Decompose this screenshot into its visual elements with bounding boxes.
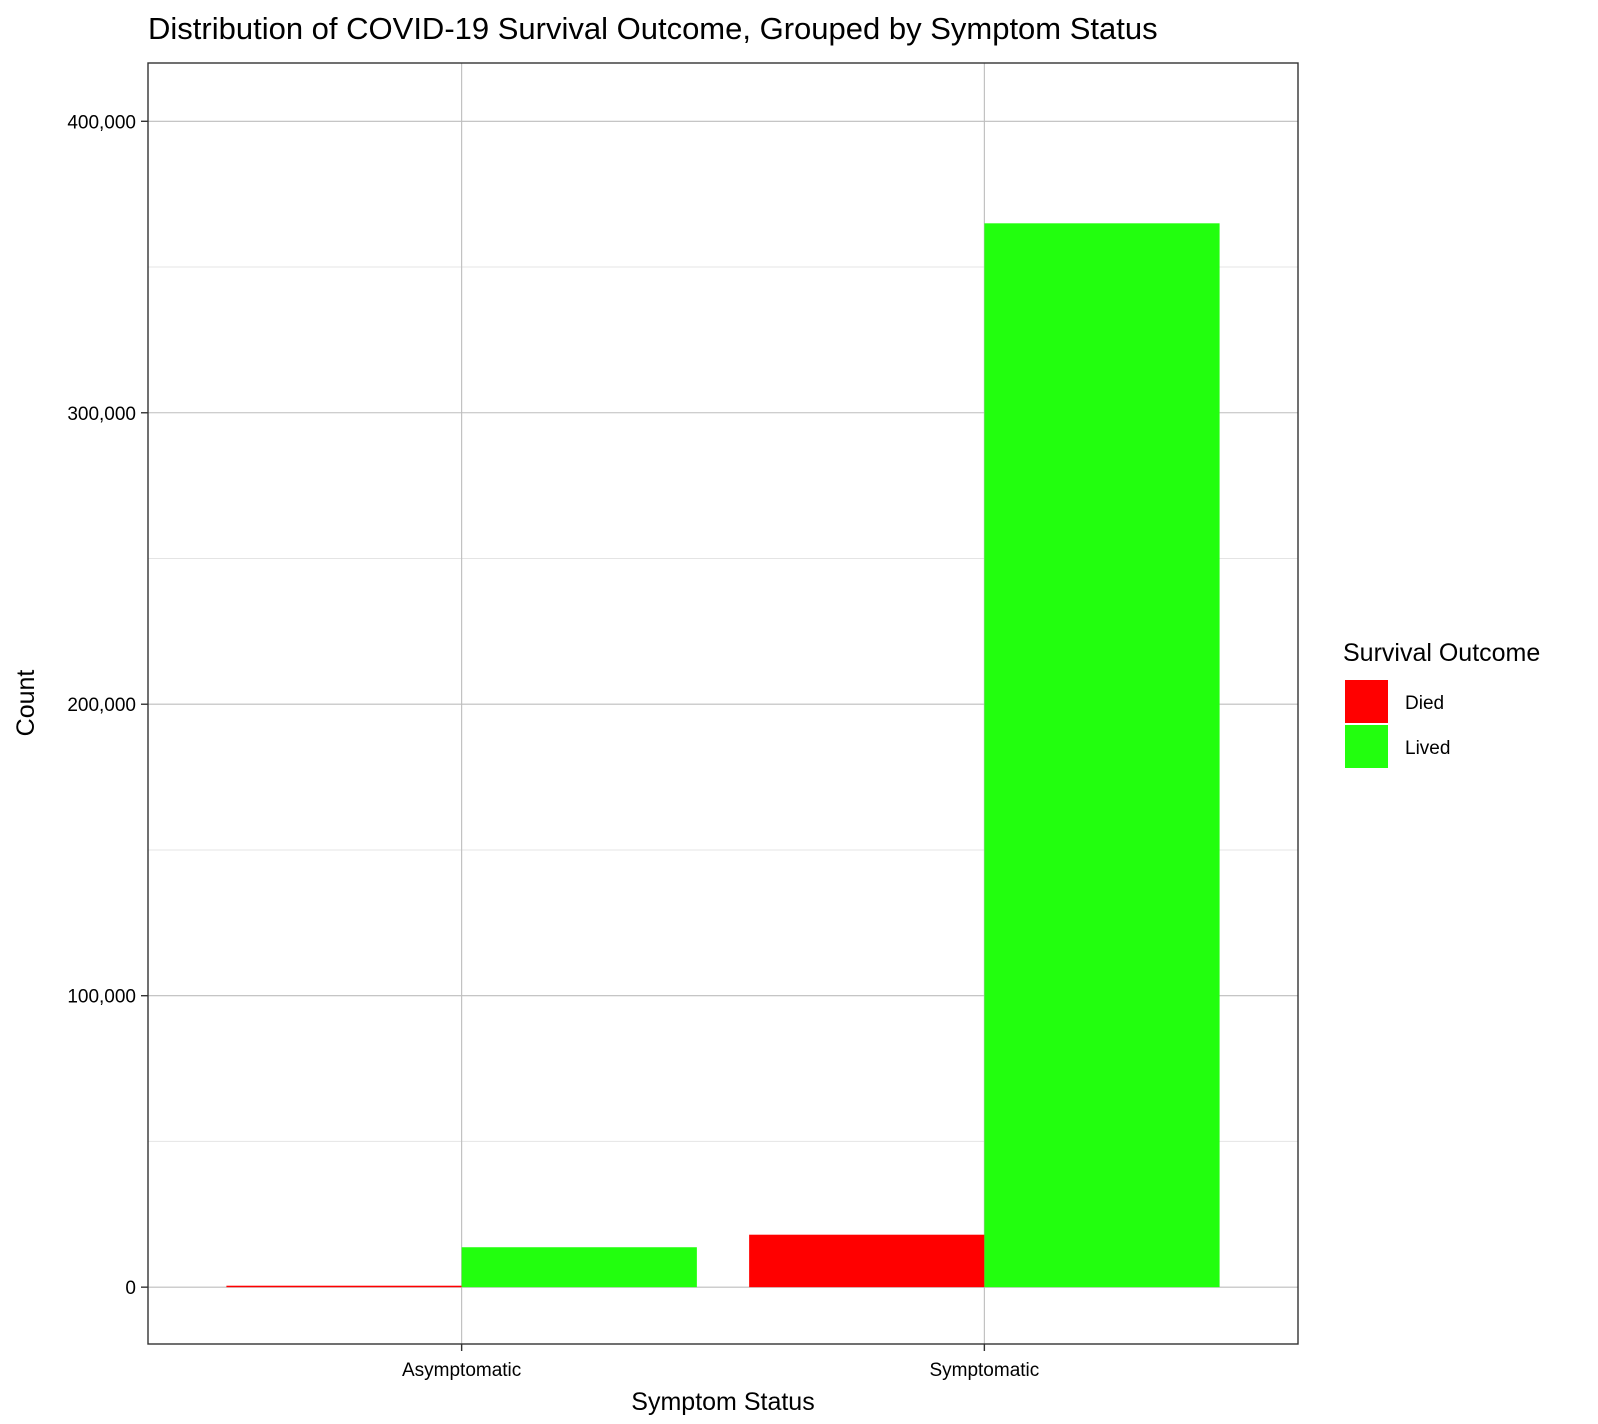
x-tick-label: Symptomatic	[929, 1360, 1039, 1381]
legend-key-died	[1345, 680, 1388, 723]
plot-panel-border	[147, 62, 1299, 1345]
legend-title: Survival Outcome	[1343, 639, 1540, 667]
y-tick-label: 200,000	[67, 695, 136, 716]
y-tick-label: 0	[125, 1278, 136, 1299]
bar-died-symptomatic	[749, 1234, 985, 1288]
bar-lived-asymptomatic	[461, 1247, 697, 1288]
chart-title: Distribution of COVID-19 Survival Outcom…	[148, 11, 1158, 46]
y-tick-label: 400,000	[67, 112, 136, 133]
bars	[226, 223, 1220, 1288]
bar-died-asymptomatic	[226, 1285, 462, 1288]
y-axis-title: Count	[12, 670, 40, 737]
legend-key-lived	[1345, 725, 1388, 768]
legend-label-lived: Lived	[1405, 738, 1450, 759]
y-tick-label: 300,000	[67, 404, 136, 425]
axes: 0 100,000 200,000 300,000 400,000 Asymptomati…	[67, 112, 1039, 1381]
legend: Survival Outcome Died Lived	[1343, 639, 1540, 768]
legend-label-died: Died	[1405, 693, 1444, 714]
bar-lived-symptomatic	[984, 223, 1220, 1288]
x-axis-title: Symptom Status	[631, 1388, 814, 1416]
y-tick-label: 100,000	[67, 987, 136, 1008]
x-tick-label: Asymptomatic	[402, 1360, 521, 1381]
